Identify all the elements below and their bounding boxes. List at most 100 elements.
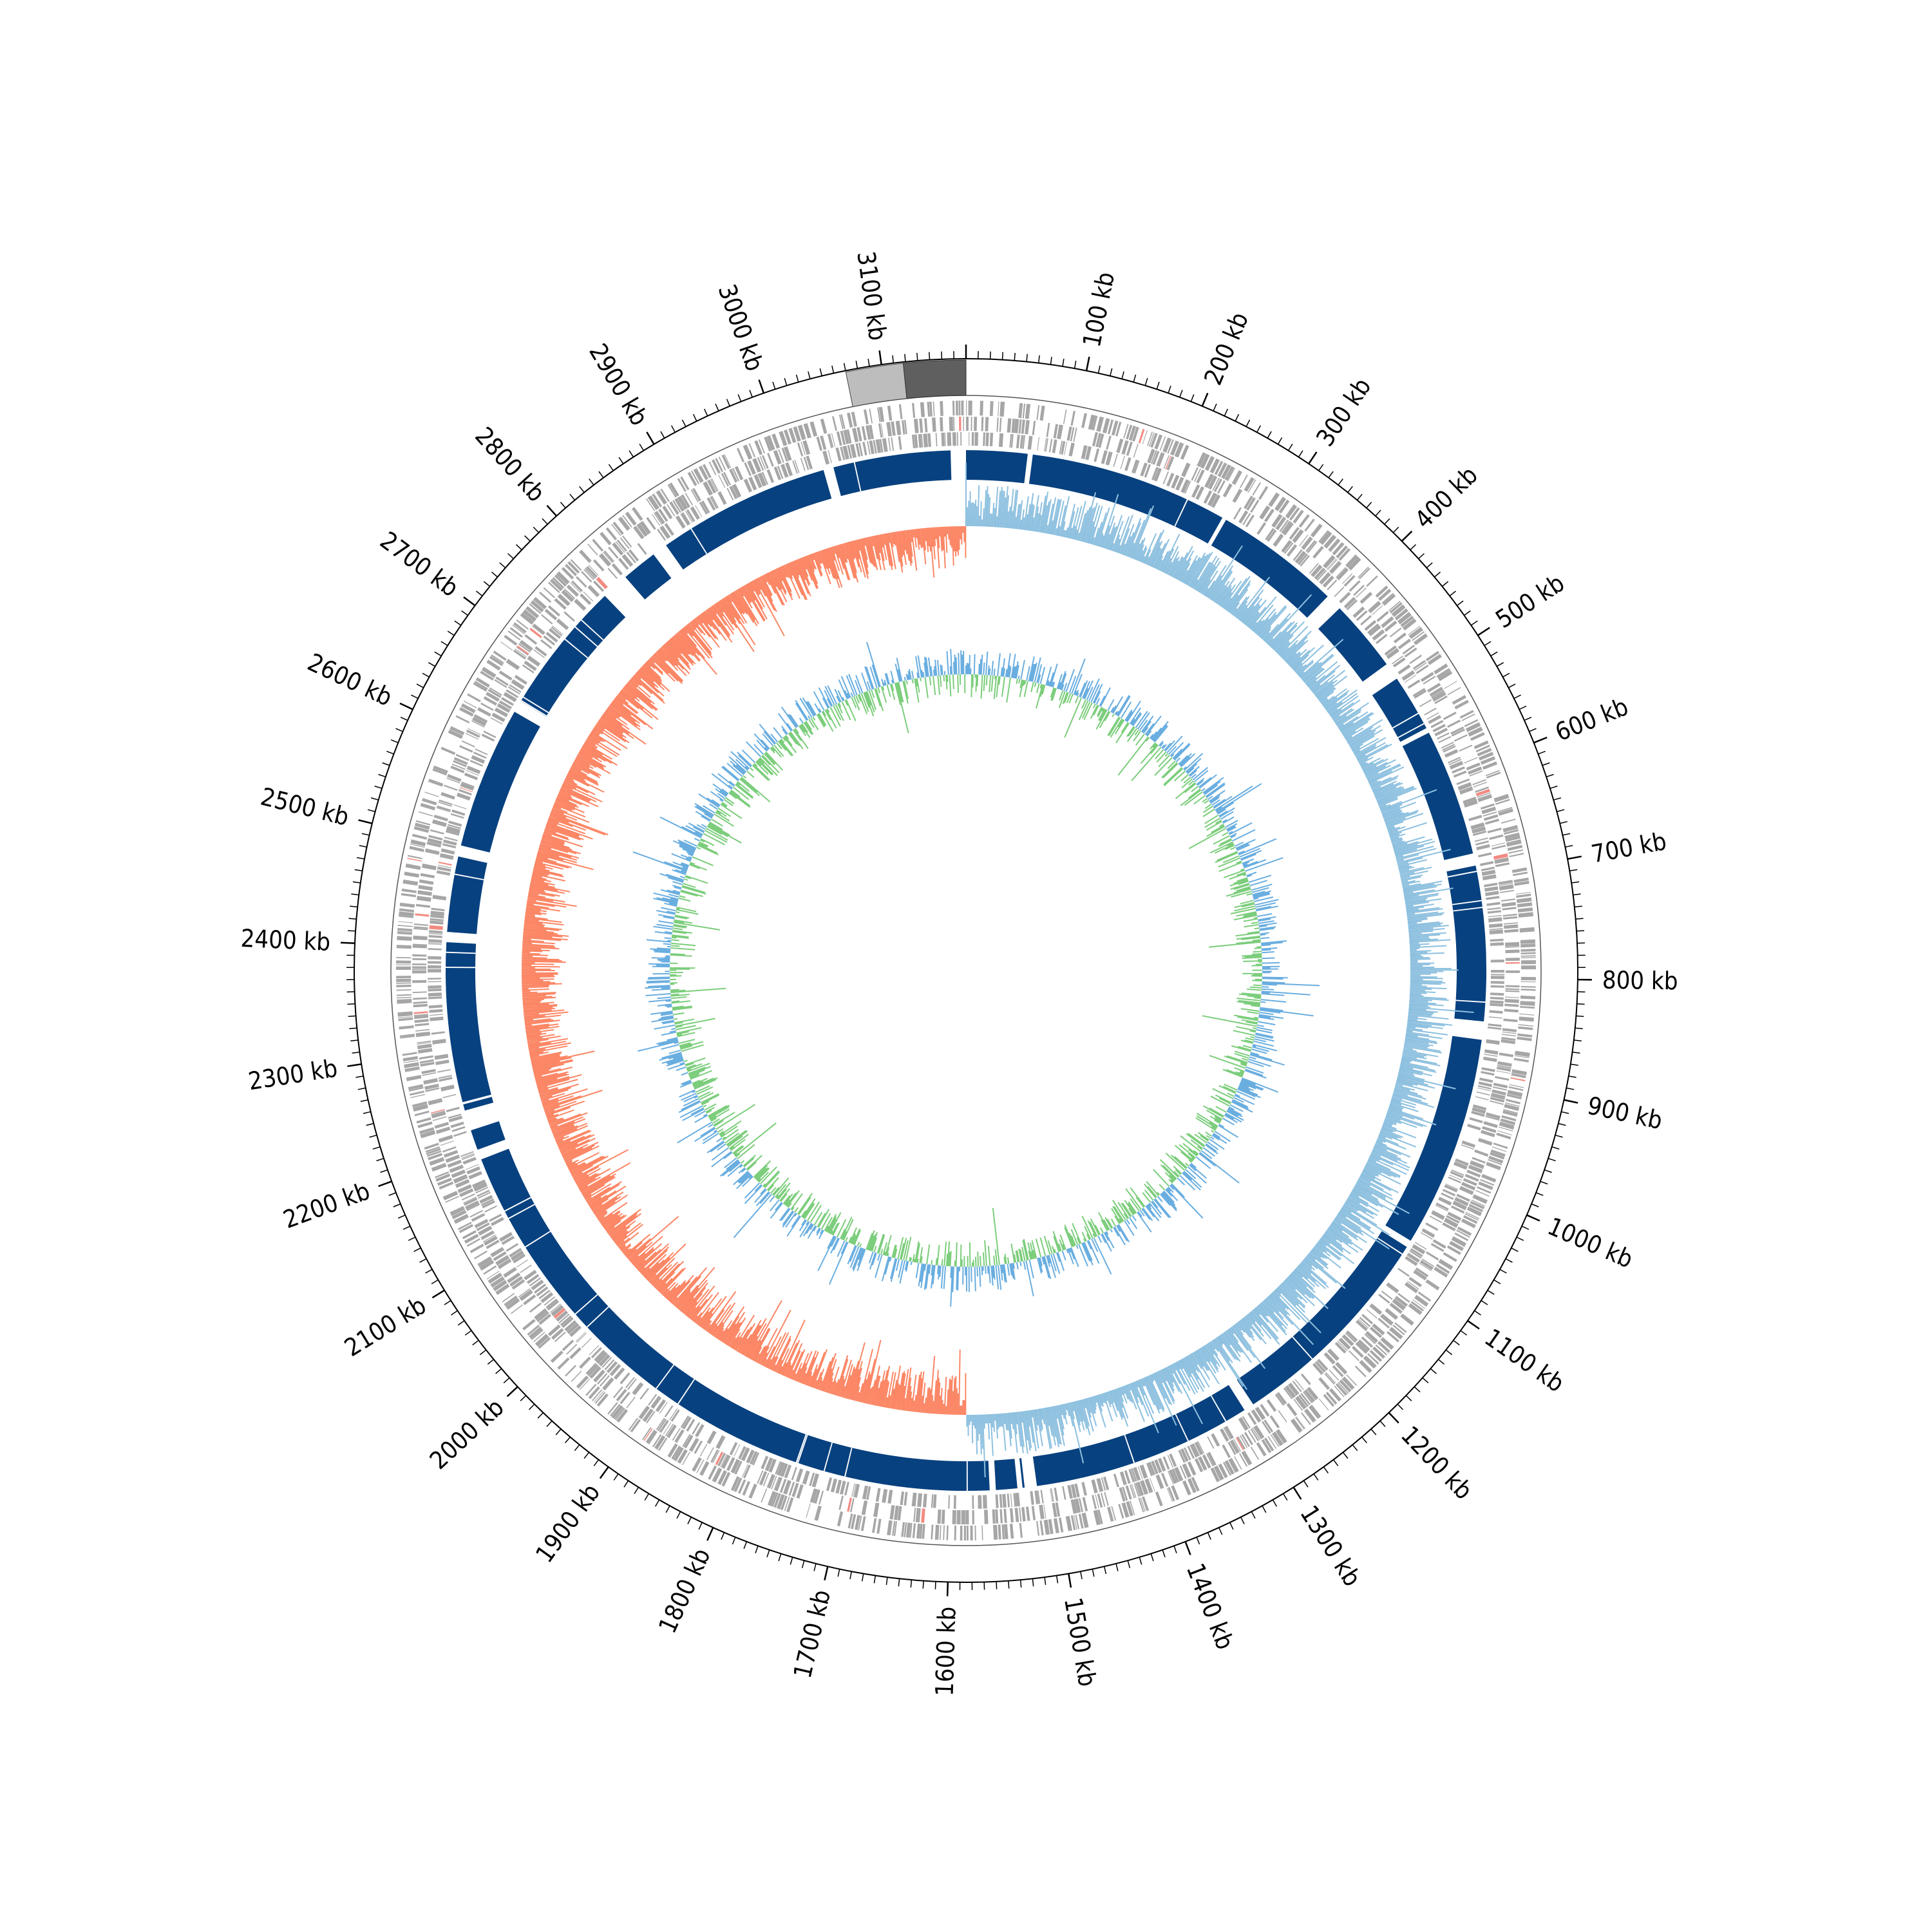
feature-segment	[1194, 468, 1201, 482]
feature-segment	[654, 513, 663, 525]
minor-tick	[440, 641, 448, 647]
minor-tick	[350, 1039, 359, 1042]
feature-segment	[1419, 1262, 1432, 1271]
feature-segment	[721, 454, 730, 469]
feature-segment	[752, 458, 762, 473]
feature-segment	[536, 1286, 549, 1297]
feature-segment	[1338, 1338, 1351, 1350]
block-segment	[833, 450, 952, 497]
feature-segment	[1284, 542, 1294, 554]
block-separator	[1455, 999, 1486, 1003]
feature-segment	[783, 1480, 791, 1495]
feature-segment	[1014, 419, 1019, 433]
feature-segment	[1479, 1077, 1493, 1083]
feature-segment	[482, 1234, 496, 1242]
feature-segment	[754, 440, 763, 455]
feature-segment	[413, 923, 428, 926]
minor-tick	[507, 553, 514, 560]
feature-segment	[1156, 452, 1165, 467]
feature-segment	[1203, 490, 1213, 504]
feature-segment	[596, 1352, 608, 1364]
feature-segment	[1081, 445, 1088, 460]
feature-segment	[450, 813, 464, 819]
feature-segment	[486, 1240, 500, 1249]
feature-segment	[1019, 435, 1024, 449]
minor-tick	[479, 1349, 487, 1356]
minor-tick	[503, 1377, 510, 1383]
feature-segment	[1488, 1159, 1502, 1166]
feature-segment	[1498, 1126, 1513, 1132]
feature-segment	[1093, 1510, 1101, 1526]
feature-segment	[953, 417, 955, 431]
feature-segment	[1520, 949, 1536, 952]
feature-segment	[766, 435, 775, 451]
feature-segment	[793, 426, 801, 442]
feature-segment	[1490, 1100, 1504, 1105]
feature-segment	[712, 1467, 723, 1482]
feature-segment	[566, 1343, 578, 1355]
minor-tick	[1272, 1499, 1278, 1507]
minor-tick	[613, 1473, 619, 1481]
feature-segment	[447, 773, 462, 782]
feature-segment	[952, 1510, 956, 1524]
feature-segment	[1510, 1077, 1526, 1082]
feature-segment	[1477, 748, 1492, 757]
feature-segment	[1062, 1486, 1066, 1500]
feature-segment	[439, 1077, 453, 1082]
feature-segment	[550, 1350, 564, 1363]
feature-segment	[961, 1510, 965, 1525]
minor-tick	[1218, 1527, 1223, 1535]
feature-segment	[462, 1154, 475, 1160]
feature-segment	[879, 439, 884, 453]
feature-segment	[509, 684, 522, 693]
feature-segment	[491, 654, 504, 664]
feature-segment	[516, 647, 529, 656]
block-separator	[574, 626, 598, 647]
feature-segment	[1329, 538, 1341, 553]
feature-segment	[1126, 1501, 1133, 1517]
feature-segment	[448, 1115, 463, 1122]
minor-tick	[849, 1571, 852, 1580]
feature-segment	[405, 863, 421, 870]
feature-segment	[1489, 834, 1504, 840]
block-separator	[564, 638, 589, 659]
feature-segment	[501, 697, 514, 706]
feature-segment	[1002, 1493, 1007, 1508]
feature-segment	[761, 471, 768, 485]
feature-segment	[828, 450, 832, 464]
feature-segment	[600, 531, 612, 545]
feature-segment	[625, 511, 637, 526]
feature-segment	[431, 1111, 446, 1119]
minor-tick	[639, 444, 645, 451]
feature-segment	[981, 417, 984, 431]
block-separator	[462, 1094, 492, 1104]
feature-segment	[469, 1209, 483, 1218]
feature-segment	[1463, 1215, 1478, 1224]
minor-tick	[1092, 1569, 1095, 1577]
feature-segment	[743, 1464, 751, 1479]
feature-segment	[1448, 757, 1461, 764]
feature-segment	[515, 649, 527, 658]
feature-segment	[1130, 1501, 1135, 1515]
feature-segment	[428, 981, 442, 983]
feature-segment	[436, 807, 451, 813]
feature-segment	[432, 895, 447, 901]
feature-segment	[428, 779, 444, 787]
feature-segment	[1392, 1324, 1405, 1336]
feature-segment	[1498, 880, 1513, 885]
feature-segment	[440, 791, 455, 800]
tick-label: 1600 kb	[930, 1606, 961, 1697]
feature-segment	[1516, 897, 1532, 904]
feature-segment	[1115, 421, 1122, 437]
feature-segment	[1459, 744, 1473, 752]
feature-segment	[1502, 913, 1517, 917]
feature-segment	[1138, 1497, 1144, 1513]
feature-segment	[1451, 1236, 1466, 1247]
feature-segment	[1250, 499, 1260, 513]
feature-segment	[849, 1498, 855, 1513]
feature-segment	[1133, 1482, 1140, 1497]
feature-segment	[840, 414, 846, 430]
feature-segment	[667, 484, 677, 498]
feature-segment	[1469, 770, 1483, 777]
feature-segment	[417, 1040, 431, 1044]
